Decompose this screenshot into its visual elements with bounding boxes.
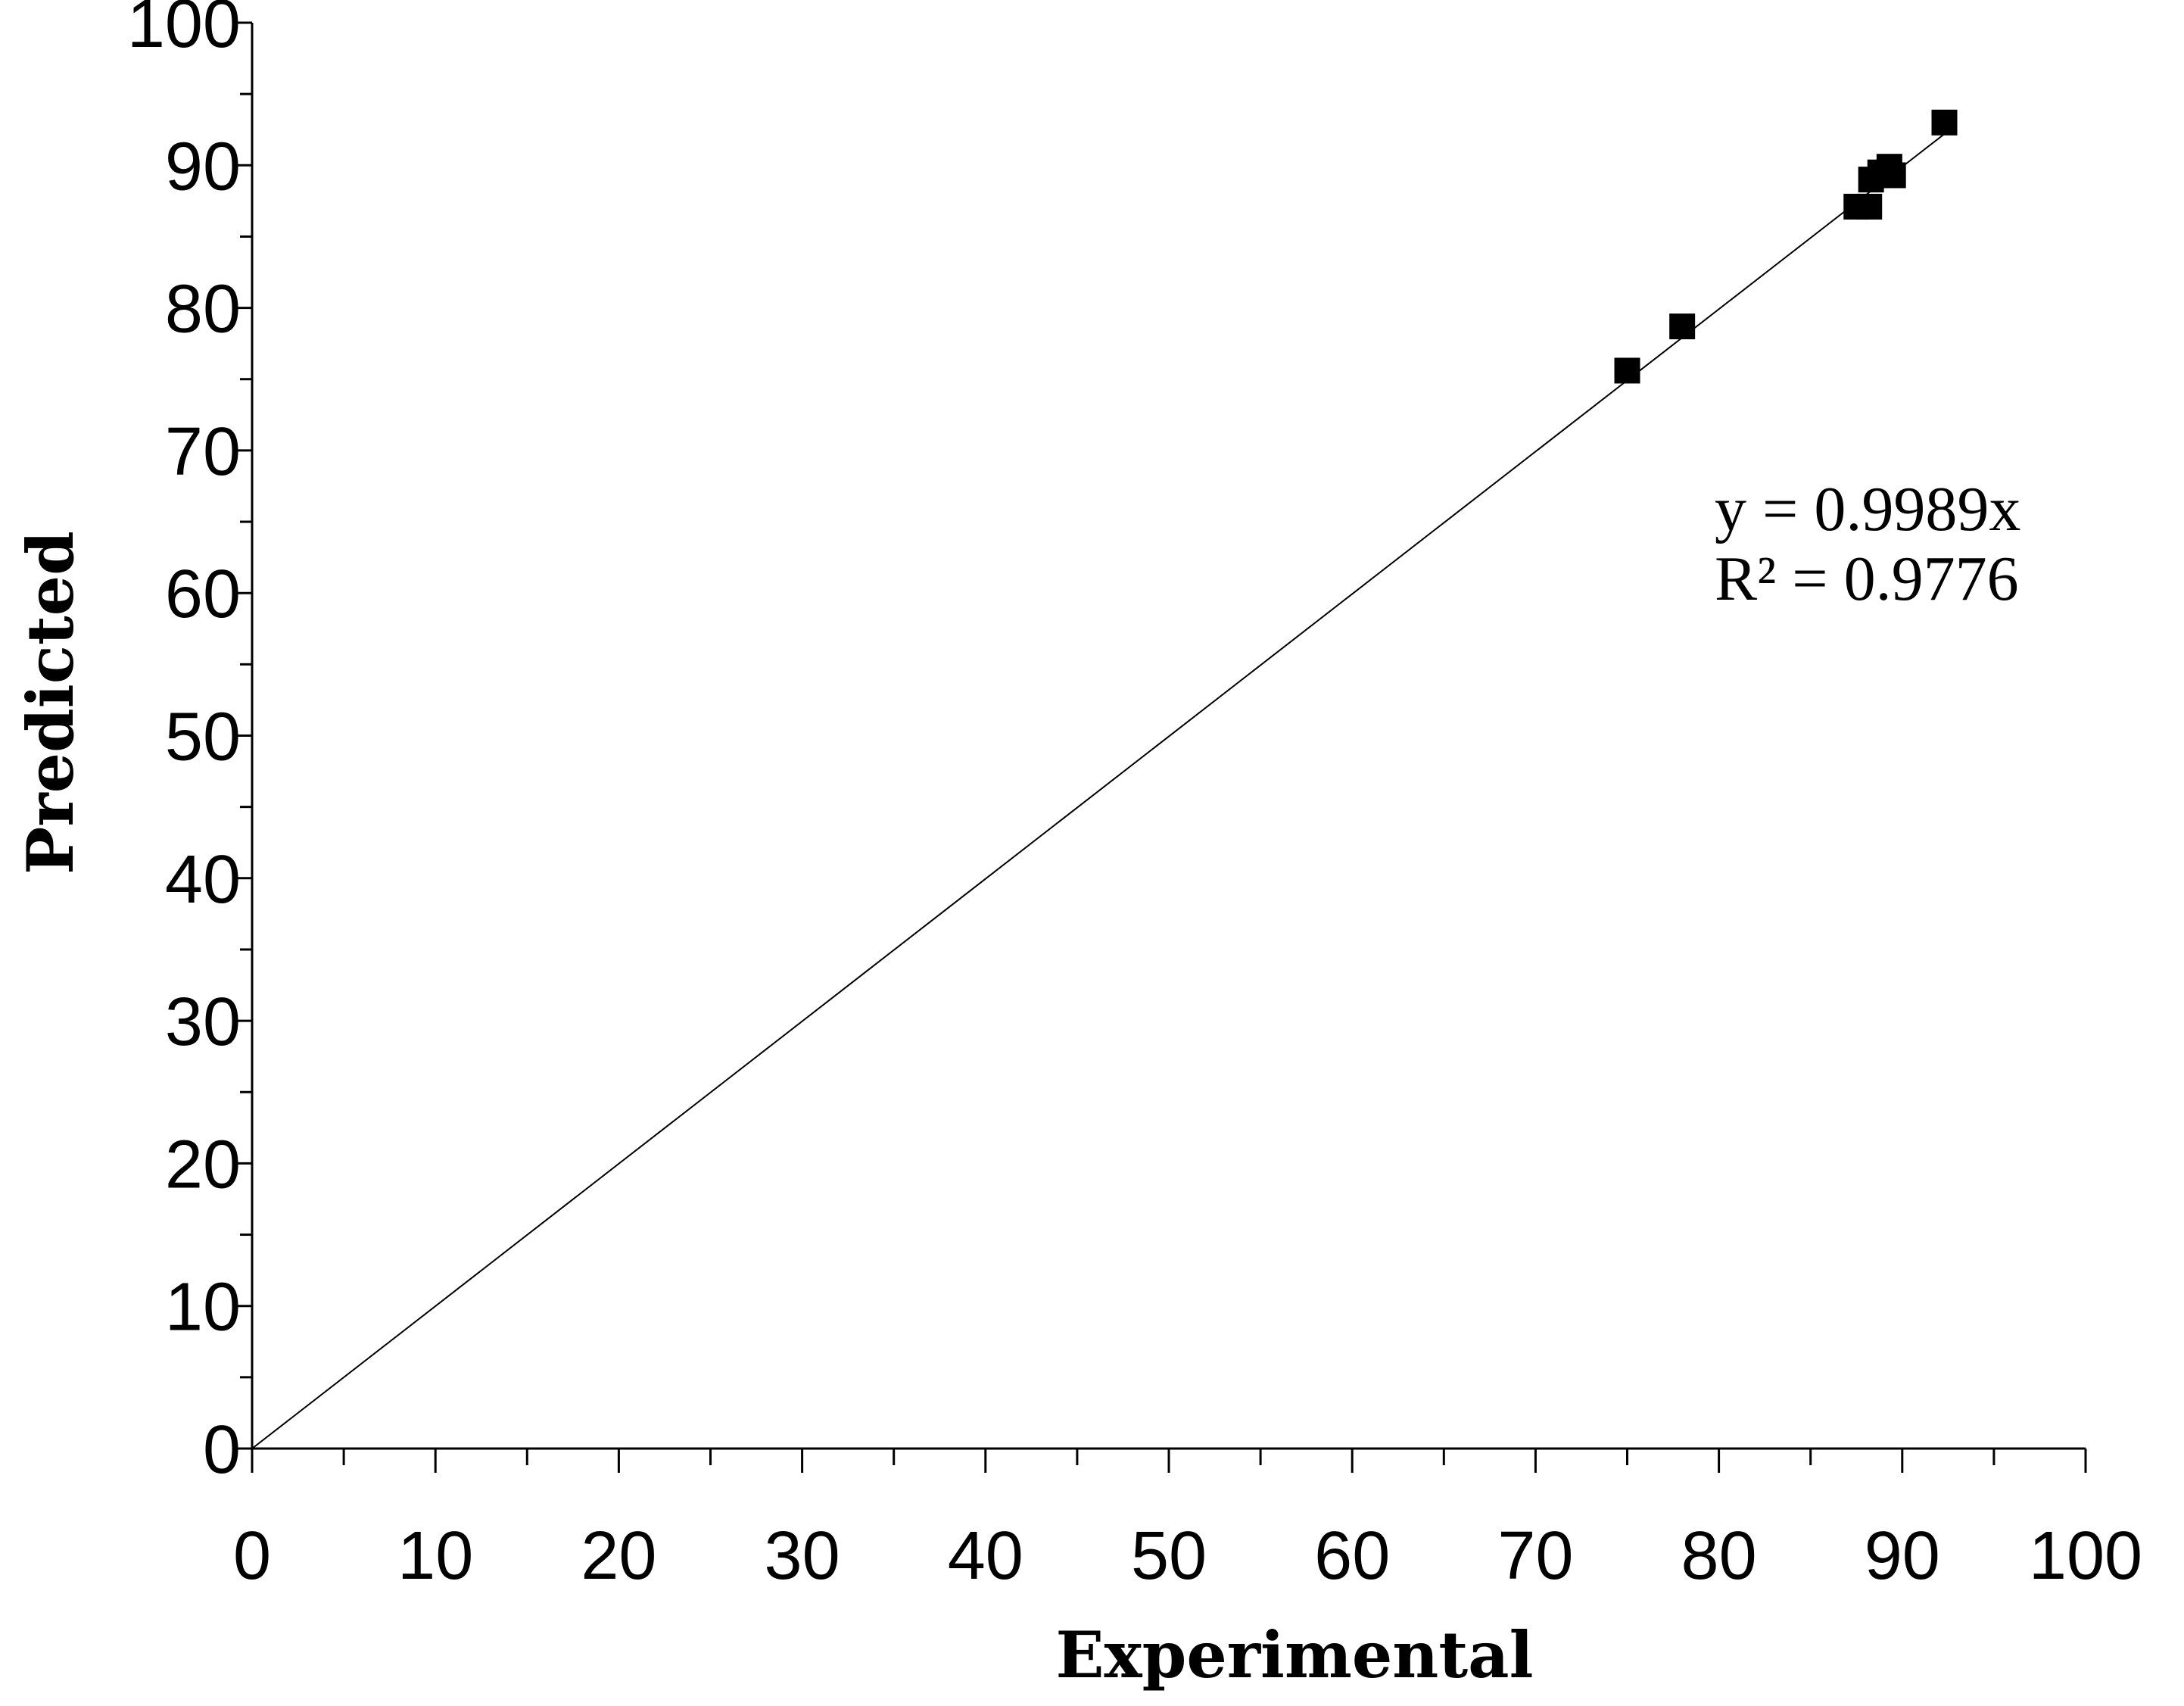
y-tick-label: 10: [165, 1270, 241, 1346]
x-tick-label: 50: [1131, 1518, 1207, 1594]
x-tick-label: 20: [581, 1518, 656, 1594]
x-tick-label: 40: [948, 1518, 1023, 1594]
x-tick-label: 0: [233, 1518, 271, 1594]
y-tick-label: 50: [165, 700, 241, 775]
y-tick-label: 0: [203, 1412, 241, 1488]
x-tick-label: 30: [765, 1518, 840, 1594]
x-tick-label: 80: [1681, 1518, 1757, 1594]
x-tick-label: 90: [1865, 1518, 1940, 1594]
y-tick-label: 70: [165, 414, 241, 490]
trendline: [251, 133, 1946, 1449]
x-tick-label: 100: [2029, 1518, 2142, 1594]
x-tick-label: 10: [397, 1518, 473, 1594]
r-squared-label: R² = 0.9776: [1715, 544, 2019, 614]
x-axis-title: Experimental: [1056, 1617, 1534, 1692]
data-point: [1880, 162, 1906, 189]
x-tick-label: 70: [1497, 1518, 1573, 1594]
trendline-group: [251, 133, 1946, 1449]
y-ticks: 0 10 20 30 40 50 60 70 80 90 100: [127, 0, 252, 1488]
y-tick-label: 60: [165, 557, 241, 632]
x-tick-label: 60: [1314, 1518, 1390, 1594]
y-tick-label: 80: [165, 272, 241, 348]
data-points: [1614, 109, 1958, 384]
y-tick-label: 30: [165, 984, 241, 1060]
data-point: [1931, 109, 1958, 136]
y-tick-label: 20: [165, 1127, 241, 1202]
y-tick-label: 90: [165, 129, 241, 204]
data-point: [1669, 313, 1696, 340]
y-tick-label: 40: [165, 842, 241, 918]
data-point: [1614, 357, 1640, 384]
y-tick-label: 100: [127, 0, 241, 62]
equation-label: y = 0.9989x: [1715, 474, 2020, 544]
data-point: [1856, 193, 1883, 220]
x-ticks: 0 10 20 30 40 50 60 70 80 90 100: [233, 1449, 2142, 1594]
y-axis-title: Predicted: [13, 531, 88, 875]
